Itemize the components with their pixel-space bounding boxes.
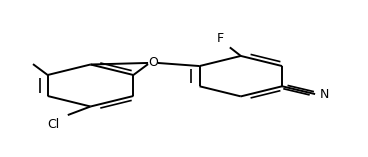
Text: O: O <box>148 56 158 69</box>
Text: F: F <box>217 32 224 45</box>
Text: N: N <box>319 88 329 101</box>
Text: Cl: Cl <box>47 118 59 131</box>
